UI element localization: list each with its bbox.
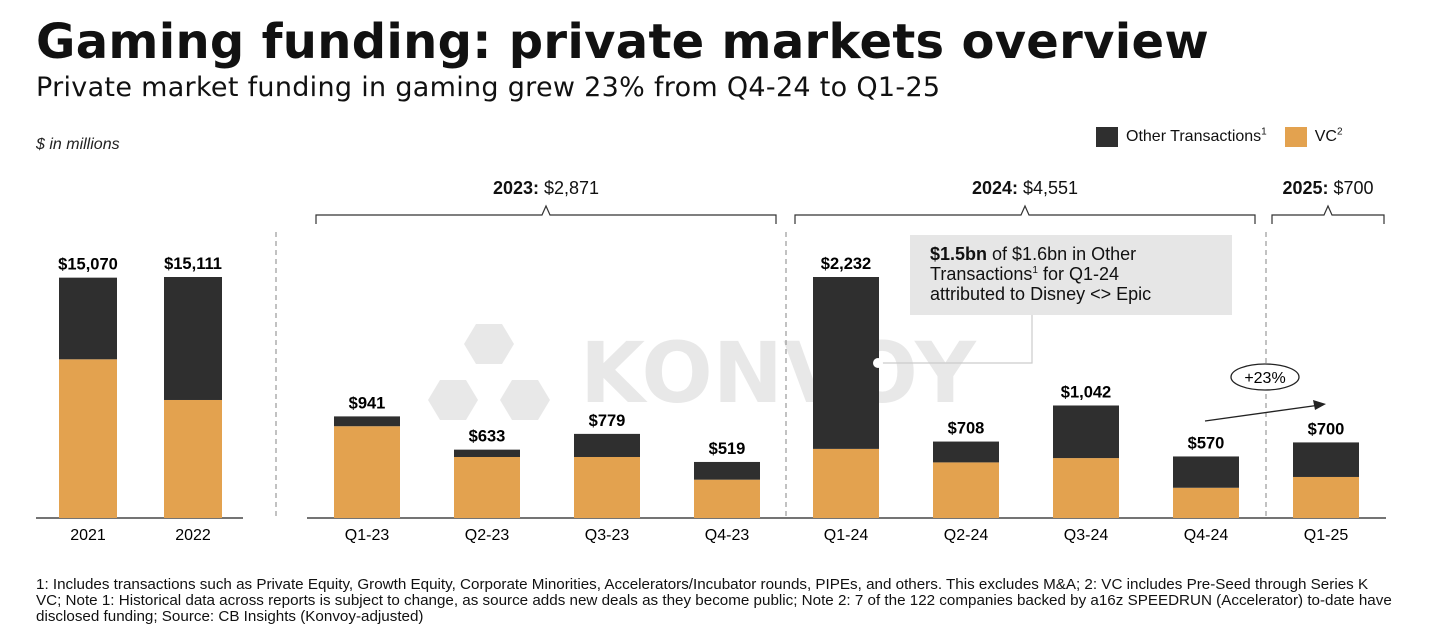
disney-epic-annotation: $1.5bn of $1.6bn in Other Transactions1 … bbox=[910, 235, 1232, 315]
bar-other-q3-24 bbox=[1053, 405, 1119, 459]
chart-bars bbox=[59, 277, 1359, 518]
bar-vc-q3-24 bbox=[1053, 458, 1119, 518]
bracket-2025 bbox=[1271, 204, 1385, 224]
tick-label-q1-24: Q1-24 bbox=[824, 527, 869, 544]
tick-label-q2-24: Q2-24 bbox=[944, 527, 989, 544]
value-label-q3-23: $779 bbox=[589, 412, 626, 430]
legend-item-other: Other Transactions1 bbox=[1096, 127, 1267, 147]
tick-label-q3-24: Q3-24 bbox=[1064, 527, 1109, 544]
bar-other-q4-23 bbox=[694, 461, 760, 480]
value-label-q2-23: $633 bbox=[469, 428, 506, 446]
bar-vc-q1-25 bbox=[1293, 476, 1359, 518]
legend-swatch-other bbox=[1096, 127, 1118, 147]
bar-other-2021 bbox=[59, 277, 117, 360]
growth-badge bbox=[1230, 363, 1300, 391]
annotation-dot bbox=[873, 358, 883, 368]
bar-other-2022 bbox=[164, 277, 222, 400]
bar-other-q1-25 bbox=[1293, 442, 1359, 477]
value-label-q3-24: $1,042 bbox=[1061, 383, 1111, 401]
tick-label-q4-23: Q4-23 bbox=[705, 527, 750, 544]
value-label-q1-24: $2,232 bbox=[821, 255, 871, 273]
konvoy-watermark: KONVOY bbox=[428, 324, 977, 422]
tick-label-q2-23: Q2-23 bbox=[465, 527, 510, 544]
year-total-2025: 2025: $700 bbox=[1282, 178, 1374, 198]
legend-item-vc: VC2 bbox=[1284, 126, 1343, 147]
legend-label-vc: VC2 bbox=[1314, 126, 1343, 145]
legend-label-other: Other Transactions1 bbox=[1126, 126, 1267, 145]
page-title: Gaming funding: private markets overview bbox=[36, 14, 1209, 70]
bar-other-q1-24 bbox=[813, 277, 879, 449]
bar-vc-q2-24 bbox=[933, 462, 999, 518]
bar-vc-q4-23 bbox=[694, 479, 760, 518]
bar-vc-2022 bbox=[164, 399, 222, 518]
bar-vc-q3-23 bbox=[574, 456, 640, 518]
tick-label-q4-24: Q4-24 bbox=[1184, 527, 1229, 544]
growth-label: +23% bbox=[1244, 370, 1285, 387]
units-label: $ in millions bbox=[36, 136, 120, 153]
bar-vc-q2-23 bbox=[454, 456, 520, 518]
year-total-2023: 2023: $2,871 bbox=[492, 178, 600, 198]
chart-labels: $15,070 2021 $15,111 2022 $941 Q1-23 $633 Q2-23… bbox=[58, 255, 1348, 544]
tick-label-2021: 2021 bbox=[70, 527, 106, 544]
bracket-2023 bbox=[315, 204, 777, 224]
bar-vc-q4-24 bbox=[1173, 487, 1239, 518]
annotation-leader bbox=[878, 315, 1033, 364]
value-label-2021: $15,070 bbox=[58, 256, 118, 274]
tick-label-q1-25: Q1-25 bbox=[1304, 527, 1349, 544]
growth-arrow: +23% bbox=[1204, 363, 1326, 422]
bar-other-q3-23 bbox=[574, 433, 640, 457]
page-subtitle: Private market funding in gaming grew 23… bbox=[36, 72, 941, 103]
bar-other-q4-24 bbox=[1173, 456, 1239, 488]
value-label-2022: $15,111 bbox=[164, 255, 222, 273]
bracket-2024 bbox=[794, 204, 1256, 224]
value-label-q1-25: $700 bbox=[1308, 420, 1345, 438]
value-label-q4-24: $570 bbox=[1188, 434, 1225, 452]
tick-label-q1-23: Q1-23 bbox=[345, 527, 390, 544]
tick-label-q3-23: Q3-23 bbox=[585, 527, 630, 544]
bar-other-q2-24 bbox=[933, 441, 999, 463]
bar-vc-q1-23 bbox=[334, 426, 400, 518]
tick-label-2022: 2022 bbox=[175, 527, 211, 544]
bar-vc-2021 bbox=[59, 359, 117, 518]
bar-other-q2-23 bbox=[454, 449, 520, 457]
value-label-q4-23: $519 bbox=[709, 440, 746, 458]
value-label-q2-24: $708 bbox=[948, 420, 985, 438]
year-total-2024: 2024: $4,551 bbox=[971, 178, 1079, 198]
bar-other-q1-23 bbox=[334, 416, 400, 427]
watermark-text: KONVOY bbox=[580, 324, 977, 422]
value-label-q1-23: $941 bbox=[349, 394, 386, 412]
footnote: 1: Includes transactions such as Private… bbox=[36, 576, 1392, 625]
legend-swatch-vc bbox=[1284, 127, 1307, 147]
legend: Other Transactions1 VC2 bbox=[1096, 127, 1351, 147]
bar-vc-q1-24 bbox=[813, 448, 879, 518]
